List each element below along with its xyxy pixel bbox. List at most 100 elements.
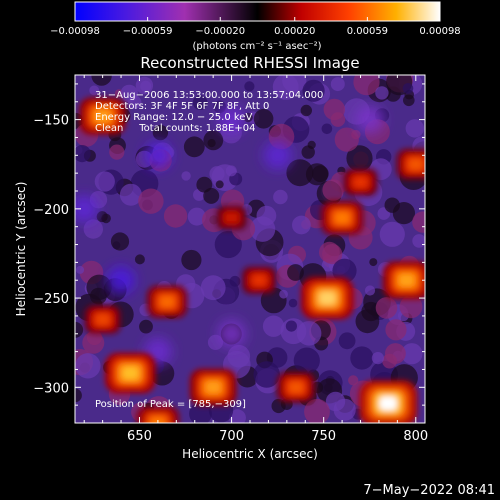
negative-source bbox=[217, 105, 246, 134]
peak-position-label: Position of Peak = [785,−309] bbox=[95, 399, 246, 410]
texture-blob bbox=[86, 274, 112, 300]
texture-blob bbox=[355, 309, 380, 334]
colorbar-gradient bbox=[74, 1, 441, 22]
texture-blob bbox=[321, 123, 333, 135]
image-area: 650 700 750 800 −150 −200 −250 −300 31−Aug−200… bbox=[33, 74, 428, 444]
texture-blob bbox=[403, 94, 415, 107]
bright-source bbox=[382, 261, 425, 300]
y-tick-label: −250 bbox=[33, 292, 69, 307]
texture-blob bbox=[350, 346, 374, 370]
texture-blob bbox=[214, 230, 242, 259]
negative-sources bbox=[75, 105, 384, 366]
annotation-time: 31−Aug−2006 13:53:00.000 to 13:57:04.000 bbox=[95, 90, 323, 101]
colorbar-tick-label: −0.00020 bbox=[195, 26, 245, 37]
texture-blob bbox=[75, 353, 101, 379]
negative-source bbox=[107, 266, 136, 295]
texture-blob bbox=[401, 343, 423, 365]
source-layer bbox=[253, 275, 266, 286]
texture-blob bbox=[140, 80, 152, 92]
texture-blob bbox=[379, 221, 405, 247]
source-layer bbox=[225, 213, 238, 223]
texture-blob bbox=[225, 165, 237, 177]
texture-blob bbox=[271, 398, 286, 414]
texture-blob bbox=[196, 176, 213, 193]
texture-blob bbox=[346, 145, 373, 172]
bright-source bbox=[104, 352, 156, 394]
texture-blob bbox=[302, 79, 325, 102]
texture-blob bbox=[110, 232, 130, 251]
texture-blob bbox=[75, 145, 91, 163]
bright-source bbox=[359, 380, 418, 423]
y-tick-label: −150 bbox=[33, 114, 69, 129]
texture-blob bbox=[304, 398, 330, 423]
bright-source bbox=[343, 168, 378, 196]
source-layer bbox=[335, 212, 350, 224]
x-tick-label: 650 bbox=[127, 429, 152, 444]
negative-source bbox=[263, 141, 292, 170]
colorbar-tick-label: −0.00098 bbox=[50, 26, 100, 37]
texture-blob bbox=[209, 166, 225, 182]
bright-source bbox=[79, 97, 126, 135]
colorbar-unit-label: (photons cm⁻² s⁻¹ asec⁻²) bbox=[192, 41, 321, 52]
texture-blob bbox=[371, 352, 384, 365]
annotation-energy: Energy Range: 12.0 − 25.0 keV bbox=[95, 112, 252, 123]
texture-blob bbox=[94, 171, 115, 192]
texture-blob bbox=[109, 144, 125, 160]
texture-blob bbox=[183, 136, 205, 158]
texture-blob bbox=[244, 81, 255, 92]
colorbar-tick-label: 0.00020 bbox=[274, 26, 315, 37]
texture-blob bbox=[192, 95, 208, 110]
bright-sources bbox=[79, 97, 425, 423]
texture-blob bbox=[330, 77, 345, 92]
source-layer bbox=[354, 177, 367, 187]
colorbar: −0.00098 −0.00059 −0.00020 0.00020 0.00059 0.… bbox=[50, 1, 461, 52]
texture-blob bbox=[382, 353, 397, 369]
texture-blob bbox=[412, 211, 425, 233]
texture-blob bbox=[215, 180, 224, 189]
texture-blob bbox=[262, 315, 285, 337]
colorbar-tick-label: 0.00098 bbox=[419, 26, 460, 37]
x-axis-label: Heliocentric X (arcsec) bbox=[182, 447, 318, 461]
texture-blob bbox=[384, 197, 400, 213]
texture-blob bbox=[292, 215, 311, 235]
texture-blob bbox=[120, 84, 138, 103]
texture-blob bbox=[101, 213, 111, 224]
negative-source bbox=[143, 141, 172, 170]
texture-blob bbox=[91, 75, 112, 86]
texture-blob bbox=[187, 207, 206, 226]
bright-source bbox=[136, 406, 180, 423]
x-tick-label: 700 bbox=[219, 429, 244, 444]
texture-blob bbox=[338, 332, 356, 350]
x-tick-label: 750 bbox=[311, 429, 336, 444]
source-layer bbox=[409, 159, 423, 170]
bright-source bbox=[242, 266, 277, 294]
y-tick-label: −300 bbox=[33, 381, 69, 396]
source-layer bbox=[205, 381, 221, 394]
colorbar-ticks: −0.00098 −0.00059 −0.00020 0.00020 0.00059 0.… bbox=[50, 17, 461, 37]
texture-blob bbox=[272, 75, 299, 100]
texture-blob bbox=[83, 219, 104, 239]
bright-source bbox=[216, 205, 247, 230]
annotation-counts: Clean Total counts: 1.88E+04 bbox=[95, 123, 255, 134]
texture-blob bbox=[119, 183, 142, 206]
y-axis: −150 −200 −250 −300 bbox=[33, 83, 425, 424]
texture-blob bbox=[243, 112, 253, 123]
texture-blob bbox=[138, 188, 164, 214]
texture-blob bbox=[207, 139, 216, 148]
source-layer bbox=[379, 396, 397, 411]
negative-source bbox=[217, 319, 246, 348]
bright-source bbox=[320, 200, 364, 235]
annotation-block: 31−Aug−2006 13:53:00.000 to 13:57:04.000… bbox=[95, 90, 323, 134]
texture-blob bbox=[286, 159, 314, 187]
texture-blob bbox=[256, 205, 277, 226]
texture-blob bbox=[293, 347, 320, 374]
bright-source bbox=[146, 285, 188, 318]
source-layer bbox=[122, 366, 139, 380]
bright-source bbox=[276, 371, 316, 403]
texture-blob bbox=[139, 319, 153, 334]
source-layer bbox=[319, 291, 336, 305]
texture-blob bbox=[253, 109, 274, 129]
chart-title: Reconstructed RHESSI Image bbox=[140, 54, 359, 72]
texture-blob bbox=[152, 124, 169, 141]
